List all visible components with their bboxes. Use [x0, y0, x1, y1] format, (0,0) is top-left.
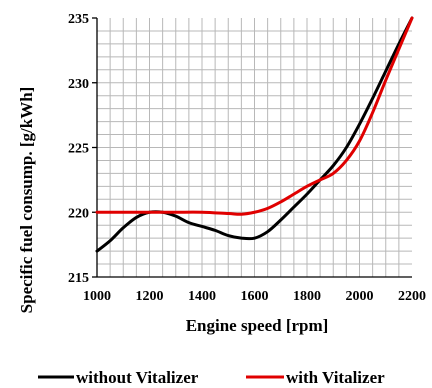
x-tick-label: 1200 [136, 289, 164, 304]
x-axis-title: Engine speed [rpm] [186, 316, 329, 335]
y-tick-labels: 215 220 225 230 235 [68, 12, 89, 286]
x-tick-label: 2200 [398, 289, 426, 304]
legend-label-without-vitalizer: without Vitalizer [76, 368, 199, 387]
y-axis-title: Specific fuel consump. [g/kWh] [17, 87, 36, 314]
y-tick-label: 225 [68, 142, 89, 157]
x-tick-labels: 1000 1200 1400 1600 1800 2000 2200 [83, 289, 426, 304]
series-line-with-vitalizer [95, 16, 414, 216]
grid-lines [97, 18, 412, 277]
y-tick-label: 230 [68, 77, 89, 92]
x-tick-label: 2000 [346, 289, 374, 304]
y-tick-label: 220 [68, 206, 89, 221]
y-tick-label: 235 [68, 12, 89, 27]
x-tick-label: 1400 [188, 289, 216, 304]
y-tick-label: 215 [68, 271, 89, 286]
x-tick-label: 1800 [293, 289, 321, 304]
series-lines [95, 16, 414, 253]
legend: without Vitalizer with Vitalizer [38, 368, 385, 387]
x-tick-label: 1000 [83, 289, 111, 304]
x-tick-label: 1600 [241, 289, 269, 304]
legend-label-with-vitalizer: with Vitalizer [286, 368, 385, 387]
